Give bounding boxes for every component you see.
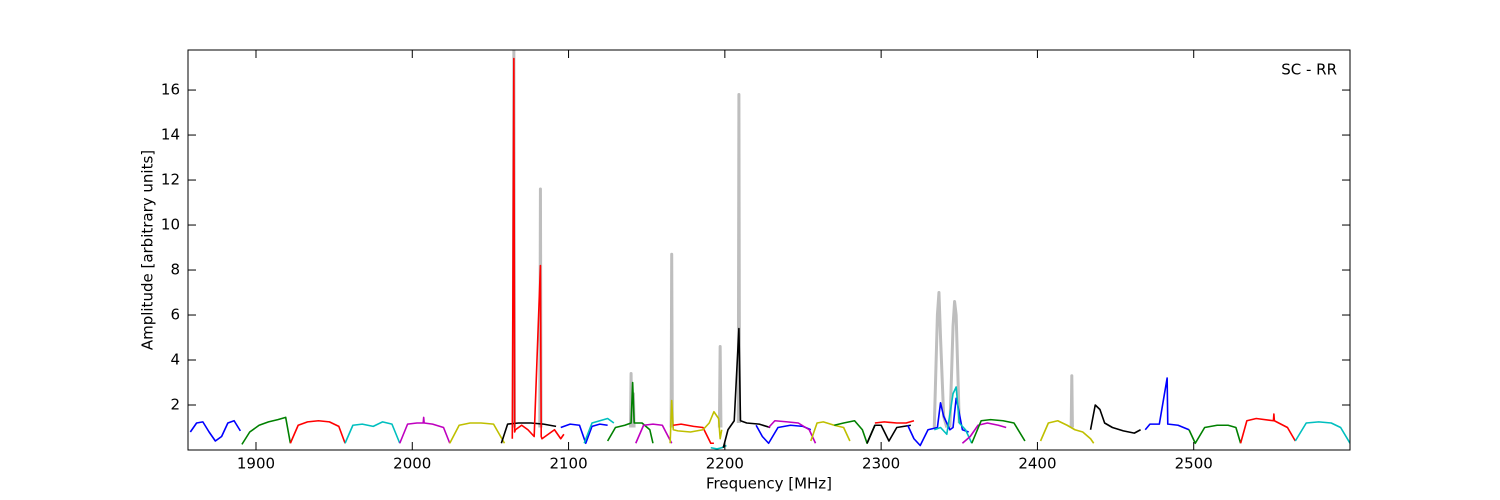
- y-tick-label: 10: [161, 216, 180, 234]
- spectrum-line: [1239, 413, 1296, 444]
- spectrum-line: [500, 422, 557, 444]
- spectrum-line: [289, 419, 346, 444]
- spectrum-line: [971, 418, 1026, 444]
- y-tick-label: 12: [161, 171, 180, 189]
- annotation: SC - RR: [1281, 61, 1337, 79]
- y-tick-label: 6: [170, 306, 180, 324]
- spectrum-line: [1144, 377, 1190, 431]
- spectrum-line: [722, 327, 771, 448]
- y-tick-label: 16: [161, 81, 180, 99]
- x-tick-label: 2500: [1175, 455, 1213, 473]
- plot-lines: [189, 50, 1350, 450]
- spectrum-line: [961, 422, 1007, 444]
- x-tick-label: 2100: [549, 455, 587, 473]
- plot-frame: [187, 49, 1351, 451]
- spectrum-line: [933, 386, 973, 444]
- spectrum-line: [1089, 404, 1141, 434]
- spectrum-line: [449, 422, 506, 444]
- y-tick-label: 8: [170, 261, 180, 279]
- spectrum-line: [511, 57, 565, 440]
- spectrum-line: [702, 410, 723, 440]
- spectrum-line: [1294, 421, 1350, 444]
- spectrum-line: [768, 419, 817, 444]
- spectrum-line: [1188, 424, 1242, 445]
- spectrum-line: [344, 421, 401, 444]
- spectrum-line: [810, 421, 851, 442]
- spectrum-line: [635, 423, 673, 444]
- spectrum-line: [399, 416, 451, 444]
- spectrum-line: [673, 423, 714, 445]
- spectrum-line: [866, 424, 911, 444]
- x-tick-label: 2400: [1018, 455, 1056, 473]
- spectrum-line: [241, 416, 292, 445]
- x-axis-label: Frequency [MHz]: [706, 475, 832, 493]
- x-tick-label: 2000: [393, 455, 431, 473]
- x-tick-label: 1900: [237, 455, 275, 473]
- spectrum-line: [606, 381, 654, 444]
- spectrum-line: [669, 399, 704, 444]
- spectrum-line: [560, 423, 608, 445]
- x-tick-label: 2300: [862, 455, 900, 473]
- spectrum-line: [189, 419, 242, 442]
- y-tick-label: 14: [161, 126, 180, 144]
- y-axis-label: Amplitude [arbitrary units]: [139, 150, 157, 350]
- spectrum-line: [1039, 419, 1095, 444]
- y-tick-label: 2: [170, 396, 180, 414]
- spectrum-line: [583, 417, 615, 444]
- y-tick-label: 4: [170, 351, 180, 369]
- x-tick-label: 2200: [706, 455, 744, 473]
- spectrum-line: [874, 419, 915, 424]
